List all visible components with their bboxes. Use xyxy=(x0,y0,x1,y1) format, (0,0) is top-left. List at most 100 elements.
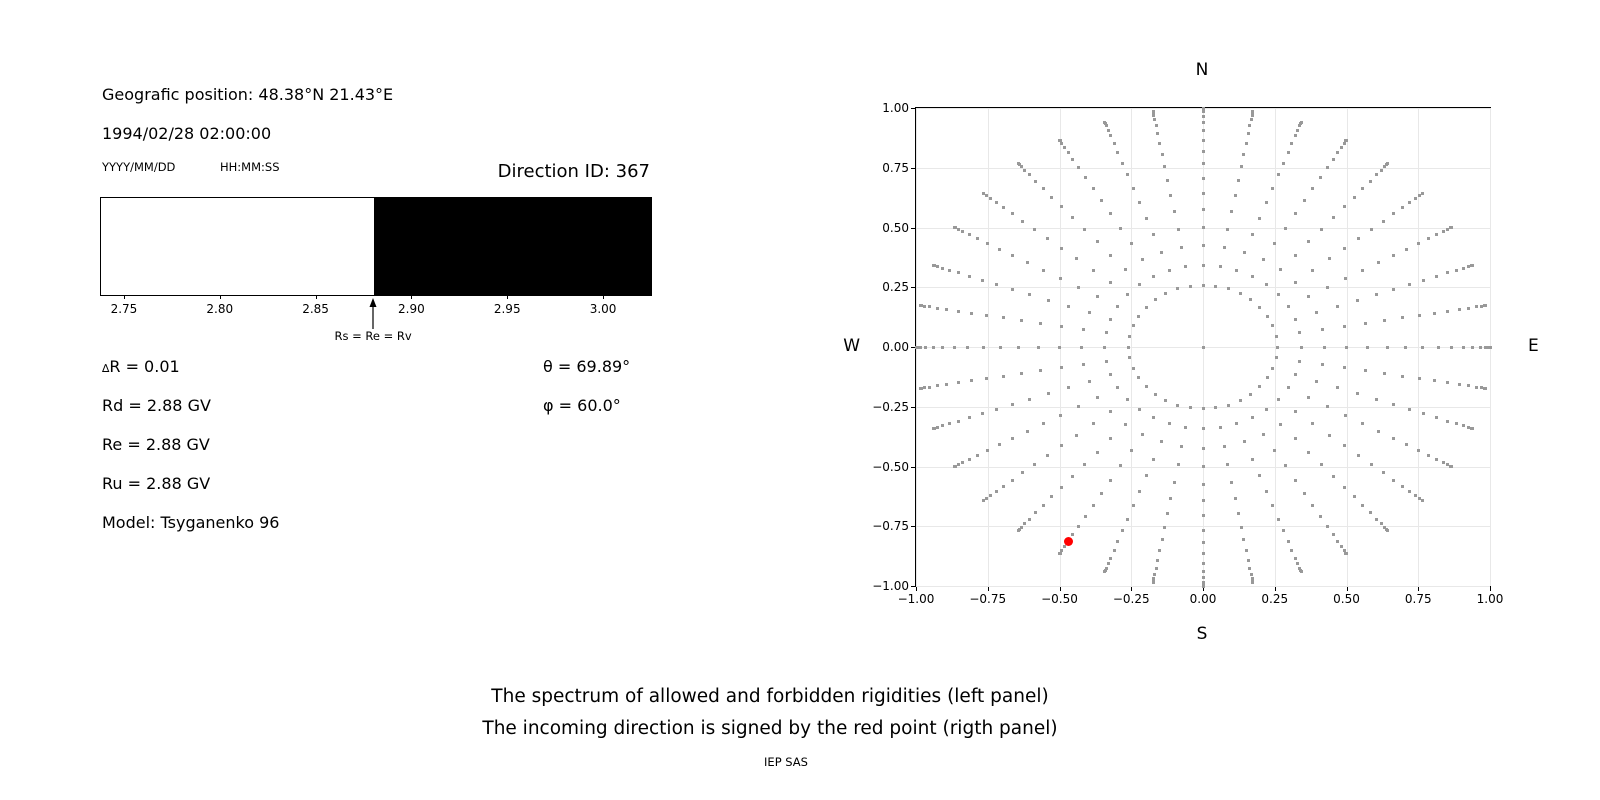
direction-grid-dot xyxy=(1126,517,1130,521)
compass-south-label: S xyxy=(1196,624,1208,644)
bar-axis-tick xyxy=(507,295,509,299)
direction-grid-dot xyxy=(957,419,961,423)
y-axis-tick xyxy=(911,287,915,289)
direction-grid-dot xyxy=(1154,566,1158,570)
direction-grid-dot xyxy=(1356,392,1360,396)
direction-grid-dot xyxy=(1361,268,1365,272)
direction-grid-dot xyxy=(1246,558,1250,562)
direction-grid-dot xyxy=(1230,210,1234,214)
direction-grid-dot xyxy=(1302,199,1306,203)
direction-grid-dot xyxy=(1283,226,1287,230)
direction-grid-dot xyxy=(1257,216,1261,220)
x-axis-tick-label: 1.00 xyxy=(1476,592,1504,606)
direction-grid-dot xyxy=(997,443,1001,447)
direction-grid-dot xyxy=(1226,463,1230,467)
direction-grid-dot xyxy=(1293,212,1297,216)
y-axis-tick xyxy=(911,526,915,528)
direction-grid-dot xyxy=(1340,545,1344,549)
direction-grid-dot xyxy=(1426,237,1430,241)
direction-grid-dot xyxy=(1361,504,1365,508)
direction-grid-dot xyxy=(1320,227,1324,231)
direction-grid-dot xyxy=(1201,263,1205,267)
direction-grid-dot xyxy=(1218,426,1222,429)
direction-grid-dot xyxy=(1163,525,1167,529)
direction-grid-dot xyxy=(1467,384,1471,388)
direction-grid-dot xyxy=(1106,128,1110,132)
direction-grid-dot xyxy=(1250,233,1254,237)
bar-axis-tick xyxy=(603,295,605,299)
direction-grid-dot xyxy=(1450,345,1454,349)
direction-grid-dot xyxy=(940,266,944,270)
direction-grid-dot xyxy=(1021,471,1025,475)
direction-grid-dot xyxy=(1169,194,1173,198)
direction-grid-dot xyxy=(945,383,949,387)
y-axis-tick-label: −1.00 xyxy=(872,579,909,593)
direction-grid-dot xyxy=(984,313,988,317)
direction-grid-dot xyxy=(1249,118,1253,122)
direction-grid-dot xyxy=(1450,465,1454,468)
direction-grid-dot xyxy=(1276,517,1280,521)
direction-grid-dot xyxy=(1160,440,1164,444)
direction-grid-dot xyxy=(1034,511,1038,515)
direction-grid-dot xyxy=(1153,298,1157,302)
direction-grid-dot xyxy=(1436,345,1440,349)
direction-grid-dot xyxy=(1112,141,1116,145)
direction-grid-dot xyxy=(1484,387,1488,390)
direction-grid-dot xyxy=(1457,383,1461,387)
direction-grid-dot xyxy=(1011,212,1015,216)
x-axis-tick xyxy=(987,587,989,591)
credit-text: IEP SAS xyxy=(764,755,808,769)
direction-grid-dot xyxy=(1413,493,1417,497)
direction-grid-dot xyxy=(945,307,949,311)
direction-grid-dot xyxy=(1345,345,1348,349)
direction-grid-dot xyxy=(1286,539,1290,543)
direction-grid-dot xyxy=(1167,422,1171,426)
direction-grid-dot xyxy=(1264,282,1268,286)
direction-grid-dot xyxy=(1421,499,1425,503)
y-axis-tick xyxy=(911,466,915,468)
direction-grid-dot xyxy=(918,303,922,307)
direction-grid-dot xyxy=(935,306,939,310)
direction-grid-dot xyxy=(1461,345,1465,349)
direction-grid-dot xyxy=(952,345,956,349)
direction-grid-dot xyxy=(1319,515,1323,519)
direction-grid-dot xyxy=(1331,216,1335,220)
direction-grid-dot xyxy=(1028,517,1032,521)
direction-grid-dot xyxy=(1306,396,1310,399)
direction-grid-dot xyxy=(1479,386,1483,390)
direction-grid-dot xyxy=(1188,284,1192,288)
direction-grid-dot xyxy=(1144,305,1148,309)
y-axis-tick-label: 0.25 xyxy=(882,280,909,295)
direction-grid-dot xyxy=(1180,444,1184,448)
direction-grid-dot xyxy=(1299,120,1303,124)
re-text: Re = 2.88 GV xyxy=(102,435,210,454)
y-axis-tick-label: −0.25 xyxy=(872,399,909,414)
forbidden-region xyxy=(374,198,651,295)
x-axis-tick xyxy=(1346,587,1348,591)
direction-grid-dot xyxy=(1119,464,1123,468)
y-axis-tick xyxy=(911,167,915,169)
incoming-direction-red-dot xyxy=(1063,536,1073,546)
direction-grid-dot xyxy=(966,345,970,349)
direction-grid-dot xyxy=(1374,517,1378,521)
bar-axis-tick-label: 2.95 xyxy=(493,302,521,316)
direction-grid-dot xyxy=(1077,405,1081,409)
direction-grid-dot xyxy=(1164,399,1168,403)
direction-grid-dot xyxy=(1025,429,1029,433)
direction-grid-dot xyxy=(1342,324,1346,328)
direction-grid-dot xyxy=(1467,264,1471,268)
direction-grid-dot xyxy=(986,242,990,245)
direction-grid-dot xyxy=(1298,331,1302,335)
direction-grid-dot xyxy=(1369,227,1373,231)
direction-grid-dot xyxy=(1264,201,1268,205)
direction-grid-dot xyxy=(1478,345,1482,349)
direction-grid-dot xyxy=(1062,545,1066,549)
direction-grid-dot xyxy=(981,345,985,349)
direction-grid-dot xyxy=(1230,480,1234,484)
direction-grid-dot xyxy=(1392,287,1396,291)
ru-text: Ru = 2.88 GV xyxy=(102,474,211,493)
direction-grid-dot xyxy=(984,377,988,381)
direction-grid-dot xyxy=(1226,287,1230,291)
direction-grid-dot xyxy=(1050,495,1054,499)
direction-grid-dot xyxy=(1163,165,1167,169)
